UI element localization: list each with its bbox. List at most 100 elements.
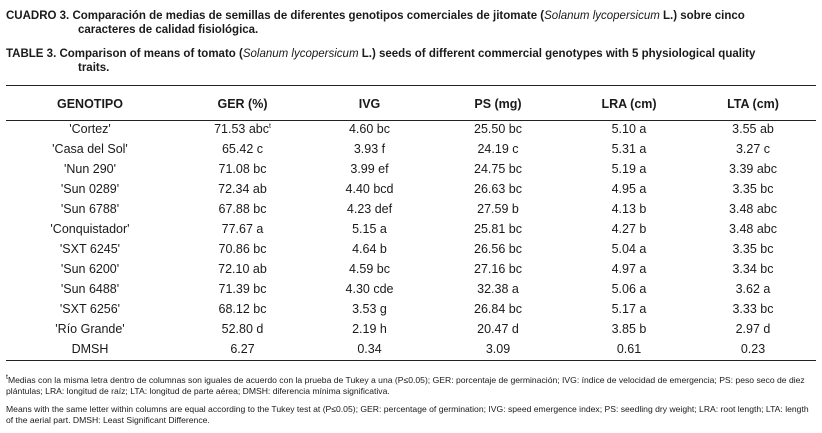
cell-value: 4.23 def [346,202,393,216]
table-row: 'SXT 6256' 68.12 bc 3.53 g 26.84 bc 5.17 a 3.… [6,299,816,319]
table-cell: 3.34 bc [690,259,816,279]
caption-en-text-after: L.) seeds of different commercial genoty… [358,48,756,60]
cell-value: 3.27 c [735,142,771,156]
header-ivg: IVG [358,96,381,111]
table-cell: 6.27 [174,339,311,359]
table-header-row: GENOTIPO GER (%) IVG PS (mg) LRA (cm) LT… [6,88,816,119]
table-cell: 71.39 bc [174,279,311,299]
cell-value: 'SXT 6245' [59,242,121,256]
cell-value: 3.33 bc [732,302,774,316]
table-cell: 24.19 c [428,139,568,159]
header-genotipo: GENOTIPO [57,96,123,111]
caption-es-text-after: L.) sobre cinco [659,10,745,22]
table-cell: 5.15 a [311,219,428,239]
table-row: 'SXT 6245' 70.86 bc 4.64 b 26.56 bc 5.04 a 3.… [6,239,816,259]
table-cell: 27.16 bc [428,259,568,279]
cell-value: 2.19 h [352,322,387,336]
cell-value: 5.15 a [352,222,387,236]
table-row: 'Sun 6788' 67.88 bc 4.23 def 27.59 b 4.13 b 3… [6,199,816,219]
table-cell: 4.60 bc [311,119,428,139]
cell-value: 3.62 a [735,282,771,296]
table-cell: 24.75 bc [428,159,568,179]
table-cell: 5.31 a [568,139,690,159]
caption-en-text-before: Comparison of means of tomato ( [56,48,243,60]
cell-value: 5.06 a [611,282,647,296]
table-cell: 3.09 [428,339,568,359]
cell-value: 'SXT 6256' [59,302,121,316]
cell-superscript: t [268,122,271,130]
table-cell: 20.47 d [428,319,568,339]
cell-value: 0.34 [357,342,382,356]
cell-value: 4.40 bcd [345,182,394,196]
table-cell: 52.80 d [174,319,311,339]
caption-spanish: CUADRO 3. Comparación de medias de semil… [6,9,818,37]
table-cell: 'Conquistador' [6,219,174,239]
cell-value: 24.19 c [477,142,519,156]
caption-en-species: Solanum lycopersicum [242,48,359,60]
table-cell: 'SXT 6256' [6,299,174,319]
table-cell: 3.35 bc [690,179,816,199]
table-cell: 3.55 ab [690,119,816,139]
table-cell: 'SXT 6245' [6,239,174,259]
header-lta: LTA (cm) [727,96,779,111]
caption-en-label: TABLE 3. [6,48,57,60]
table-bottom-rule [6,360,816,361]
caption-es-line2: caracteres de calidad fisiológica. [78,24,259,36]
table-cell: 26.84 bc [428,299,568,319]
table-cell: 3.33 bc [690,299,816,319]
table-cell: 0.23 [690,339,816,359]
table-cell: 4.27 b [568,219,690,239]
data-table: GENOTIPO GER (%) IVG PS (mg) LRA (cm) LT… [6,88,816,359]
cell-value: 3.99 ef [350,162,389,176]
table-cell: 5.04 a [568,239,690,259]
cell-value: 71.53 abc [214,122,269,136]
cell-value: 27.16 bc [474,262,522,276]
cell-value: 3.53 g [352,302,387,316]
cell-value: 3.35 bc [732,182,774,196]
table-row: 'Sun 0289' 72.34 ab 4.40 bcd 26.63 bc 4.95 a… [6,179,816,199]
cell-value: 27.59 b [477,202,519,216]
table-cell: 32.38 a [428,279,568,299]
caption-es-text-before: Comparación de medias de semillas de dif… [69,10,545,22]
table-cell: 4.13 b [568,199,690,219]
cell-value: 3.34 bc [732,262,774,276]
cell-value: 26.63 bc [474,182,522,196]
cell-value: 3.85 b [611,322,647,336]
table-cell: 0.34 [311,339,428,359]
table-row: 'Sun 6200' 72.10 ab 4.59 bc 27.16 bc 4.97 a 3… [6,259,816,279]
footnote-en-text: Means with the same letter within column… [6,404,809,425]
table-row: 'Sun 6488' 71.39 bc 4.30 cde 32.38 a 5.06 a 3… [6,279,816,299]
table-cell: 'Río Grande' [6,319,174,339]
table-cell: 2.19 h [311,319,428,339]
cell-value: 52.80 d [221,322,264,336]
cell-value: 2.97 d [735,322,771,336]
table-cell: 'Sun 6788' [6,199,174,219]
cell-value: 67.88 bc [218,202,267,216]
table-cell: 3.62 a [690,279,816,299]
cell-value: 5.10 a [611,122,647,136]
cell-value: 'Cortez' [69,122,111,136]
header-ps: PS (mg) [474,96,522,111]
table-cell: 5.17 a [568,299,690,319]
cell-value: 'Conquistador' [50,222,130,236]
footnote-es-text: Medias con la misma letra dentro de colu… [6,374,805,396]
cell-value: 3.35 bc [732,242,774,256]
table-cell: 25.81 bc [428,219,568,239]
cell-value: 3.09 [485,342,511,356]
table-cell: 68.12 bc [174,299,311,319]
table-cell: 5.10 a [568,119,690,139]
cell-value: 77.67 a [221,222,264,236]
cell-value: 'Sun 6200' [60,262,120,276]
cell-value: 4.59 bc [348,262,390,276]
caption-es-label: CUADRO 3. [6,10,70,22]
table-row: 'Conquistador' 77.67 a 5.15 a 25.81 bc 4.27 … [6,219,816,239]
table-cell: 71.08 bc [174,159,311,179]
cell-value: 3.55 ab [732,122,774,136]
table-cell: 'Cortez' [6,119,174,139]
footnote-mark: t [6,374,8,381]
cell-value: 26.84 bc [474,302,522,316]
caption-en-line2: traits. [78,62,110,74]
cell-value: 72.34 ab [218,182,267,196]
table-cell: 2.97 d [690,319,816,339]
cell-value: 'Sun 0289' [60,182,120,196]
